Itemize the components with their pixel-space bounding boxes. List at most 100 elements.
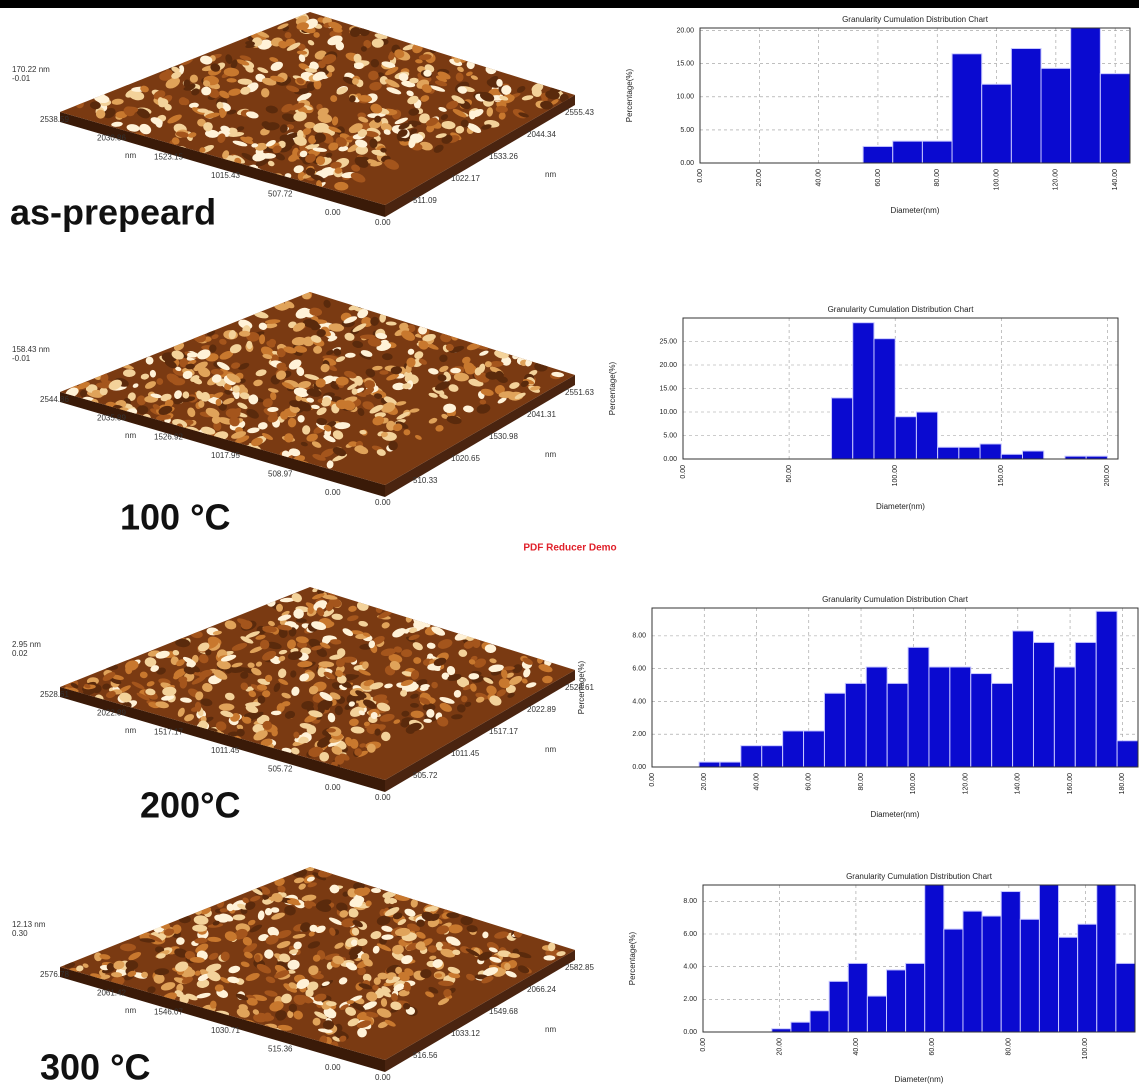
x-axis-label: 2066.24	[527, 985, 556, 994]
x-tick-label: 0.00	[697, 169, 704, 183]
x-axis-label: 510.33	[413, 476, 438, 485]
x-axis-label: 2044.34	[527, 130, 556, 139]
bar	[1096, 611, 1117, 767]
bar	[720, 762, 741, 767]
bar	[741, 746, 762, 767]
grain	[297, 130, 304, 139]
x-axis-label: 1549.68	[489, 1007, 518, 1016]
x-unit: nm	[545, 745, 556, 754]
bar	[950, 667, 971, 767]
x-tick-label: 0.00	[700, 1038, 707, 1052]
y-axis-label: 0.00	[325, 1063, 341, 1072]
x-axis-title: Diameter(nm)	[891, 206, 940, 215]
bar	[887, 683, 908, 767]
x-unit: nm	[545, 450, 556, 459]
figure: PDF Reducer Demo 170.22 nm-0.012538.5920…	[0, 0, 1139, 1090]
bar	[866, 667, 887, 767]
grain	[219, 703, 235, 710]
bar	[992, 683, 1013, 767]
bar	[874, 339, 895, 459]
z-max: 12.13 nm	[12, 920, 46, 929]
y-axis-title: Percentage(%)	[628, 931, 637, 985]
grain	[255, 954, 261, 962]
x-axis-label: 1020.65	[451, 454, 480, 463]
bar	[893, 141, 923, 163]
bar	[1059, 937, 1078, 1032]
x-tick-label: 60.00	[929, 1038, 936, 1056]
y-unit: nm	[125, 431, 136, 440]
bar	[832, 398, 853, 459]
x-tick-label: 100.00	[1082, 1038, 1089, 1060]
y-tick-label: 4.00	[632, 698, 646, 705]
y-tick-label: 0.00	[680, 160, 694, 167]
bar	[982, 84, 1012, 163]
x-tick-label: 140.00	[1015, 773, 1022, 795]
x-tick-label: 160.00	[1067, 773, 1074, 795]
x-unit: nm	[545, 1025, 556, 1034]
x-tick-label: 20.00	[756, 169, 763, 187]
x-axis-label: 1022.17	[451, 174, 480, 183]
sample-label: 200°C	[140, 785, 240, 826]
bar	[1097, 885, 1116, 1032]
y-axis-label: 2538.59	[40, 115, 69, 124]
grain	[544, 955, 556, 960]
y-tick-label: 0.00	[683, 1029, 697, 1036]
y-tick-label: 10.00	[676, 94, 694, 101]
bar	[810, 1011, 829, 1032]
z-max: 170.22 nm	[12, 65, 50, 74]
bar	[1116, 963, 1135, 1032]
x-tick-label: 20.00	[776, 1038, 783, 1056]
bar	[1071, 28, 1101, 163]
bar	[1011, 49, 1041, 163]
y-axis-label: 1523.15	[154, 152, 183, 161]
bar	[848, 963, 867, 1032]
y-tick-label: 20.00	[676, 27, 694, 34]
bar	[1020, 919, 1039, 1032]
x-tick-label: 40.00	[815, 169, 822, 187]
chart-title: Granularity Cumulation Distribution Char…	[842, 15, 989, 24]
bar	[959, 447, 980, 459]
y-axis-title: Percentage(%)	[577, 660, 586, 714]
x-tick-label: 80.00	[934, 169, 941, 187]
bar	[783, 731, 804, 767]
y-axis-title: Percentage(%)	[625, 68, 634, 122]
x-axis-label: 505.72	[413, 771, 438, 780]
z-min: -0.01	[12, 354, 31, 363]
y-tick-label: 4.00	[683, 964, 697, 971]
grain	[423, 70, 431, 77]
x-axis-label: 2582.85	[565, 963, 594, 972]
x-axis-label: 0.00	[375, 1073, 391, 1082]
bar	[791, 1022, 810, 1032]
bar	[916, 412, 937, 459]
x-tick-label: 180.00	[1119, 773, 1126, 795]
bar	[762, 746, 783, 767]
x-axis-label: 1530.98	[489, 432, 518, 441]
y-axis-label: 2528.61	[40, 690, 69, 699]
x-tick-label: 150.00	[998, 465, 1005, 487]
x-tick-label: 40.00	[753, 773, 760, 791]
y-axis-label: 1017.95	[211, 451, 240, 460]
x-axis-label: 2041.31	[527, 410, 556, 419]
x-tick-label: 60.00	[806, 773, 813, 791]
bar	[952, 54, 982, 163]
x-axis-label: 511.09	[413, 196, 437, 205]
x-tick-label: 80.00	[858, 773, 865, 791]
x-tick-label: 100.00	[892, 465, 899, 487]
x-tick-label: 20.00	[701, 773, 708, 791]
y-tick-label: 8.00	[683, 898, 697, 905]
x-tick-label: 120.00	[1053, 169, 1060, 191]
bar	[938, 447, 959, 459]
y-tick-label: 20.00	[659, 362, 677, 369]
bar	[1054, 667, 1075, 767]
y-axis-label: 1015.43	[211, 171, 240, 180]
x-axis-label: 2555.43	[565, 108, 594, 117]
x-tick-label: 60.00	[875, 169, 882, 187]
x-axis-label: 0.00	[375, 793, 391, 802]
y-axis-label: 1546.07	[154, 1007, 183, 1016]
y-axis-label: 515.36	[268, 1045, 293, 1054]
bar	[925, 885, 944, 1032]
sample-label: as-prepeard	[10, 192, 216, 233]
bar	[845, 683, 866, 767]
bar	[853, 323, 874, 459]
bar	[1033, 642, 1054, 767]
